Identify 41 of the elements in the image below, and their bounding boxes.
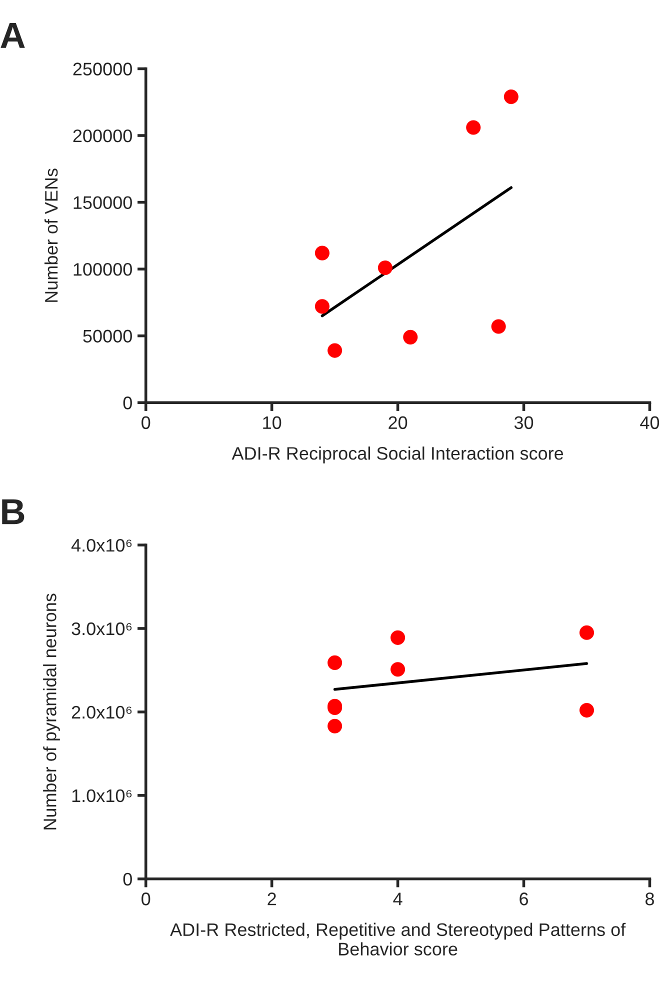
y-tick-label: 2.0x10⁶ [72,706,132,719]
x-tick-label: 40 [640,416,660,430]
point [328,655,342,670]
point [403,330,418,344]
text: A [0,23,25,48]
y-tick-label: 0 [123,872,132,886]
x-tick-label: 8 [646,892,654,906]
y-tick-label: 50000 [83,330,132,343]
y-axis-title: Number of VENs [44,168,58,302]
point [390,662,406,677]
point [314,299,330,314]
x-axis-title: ADI-R Reciprocal Social Interaction score [232,446,564,464]
y-tick-label: 4.0x10⁶ [71,538,132,552]
point [491,319,506,334]
point [504,90,518,104]
x-tick-label: 6 [520,892,528,906]
point [314,246,330,260]
y-tick-label: 250000 [73,62,132,76]
point [328,343,342,358]
x-tick-label: 10 [263,416,282,430]
text: B [2,499,24,524]
point [328,718,342,734]
y-tick-label: 100000 [74,263,132,276]
x-tick-label: 30 [514,416,534,430]
y-tick-label: 0 [123,396,132,410]
x-axis-title: ADI-R Restricted, Repetitive and Stereotyped Patterns of Behavior score [170,922,626,956]
point [466,120,481,135]
x-tick-label: 0 [142,416,150,430]
y-axis-title: Number of pyramidal neurons [43,594,60,830]
x-tick-label: 0 [142,892,150,906]
y-tick-label: 200000 [73,129,132,142]
y-tick-label: 150000 [74,196,132,210]
x-tick-label: 4 [393,892,402,906]
point [579,625,594,640]
y-tick-label: 3.0x10⁶ [72,622,132,636]
y-tick-label: 1.0x10⁶ [72,789,132,802]
x-tick-label: 2 [268,892,276,906]
x-tick-label: 20 [388,416,408,430]
point [378,260,392,276]
point [390,630,406,645]
point [579,702,594,718]
